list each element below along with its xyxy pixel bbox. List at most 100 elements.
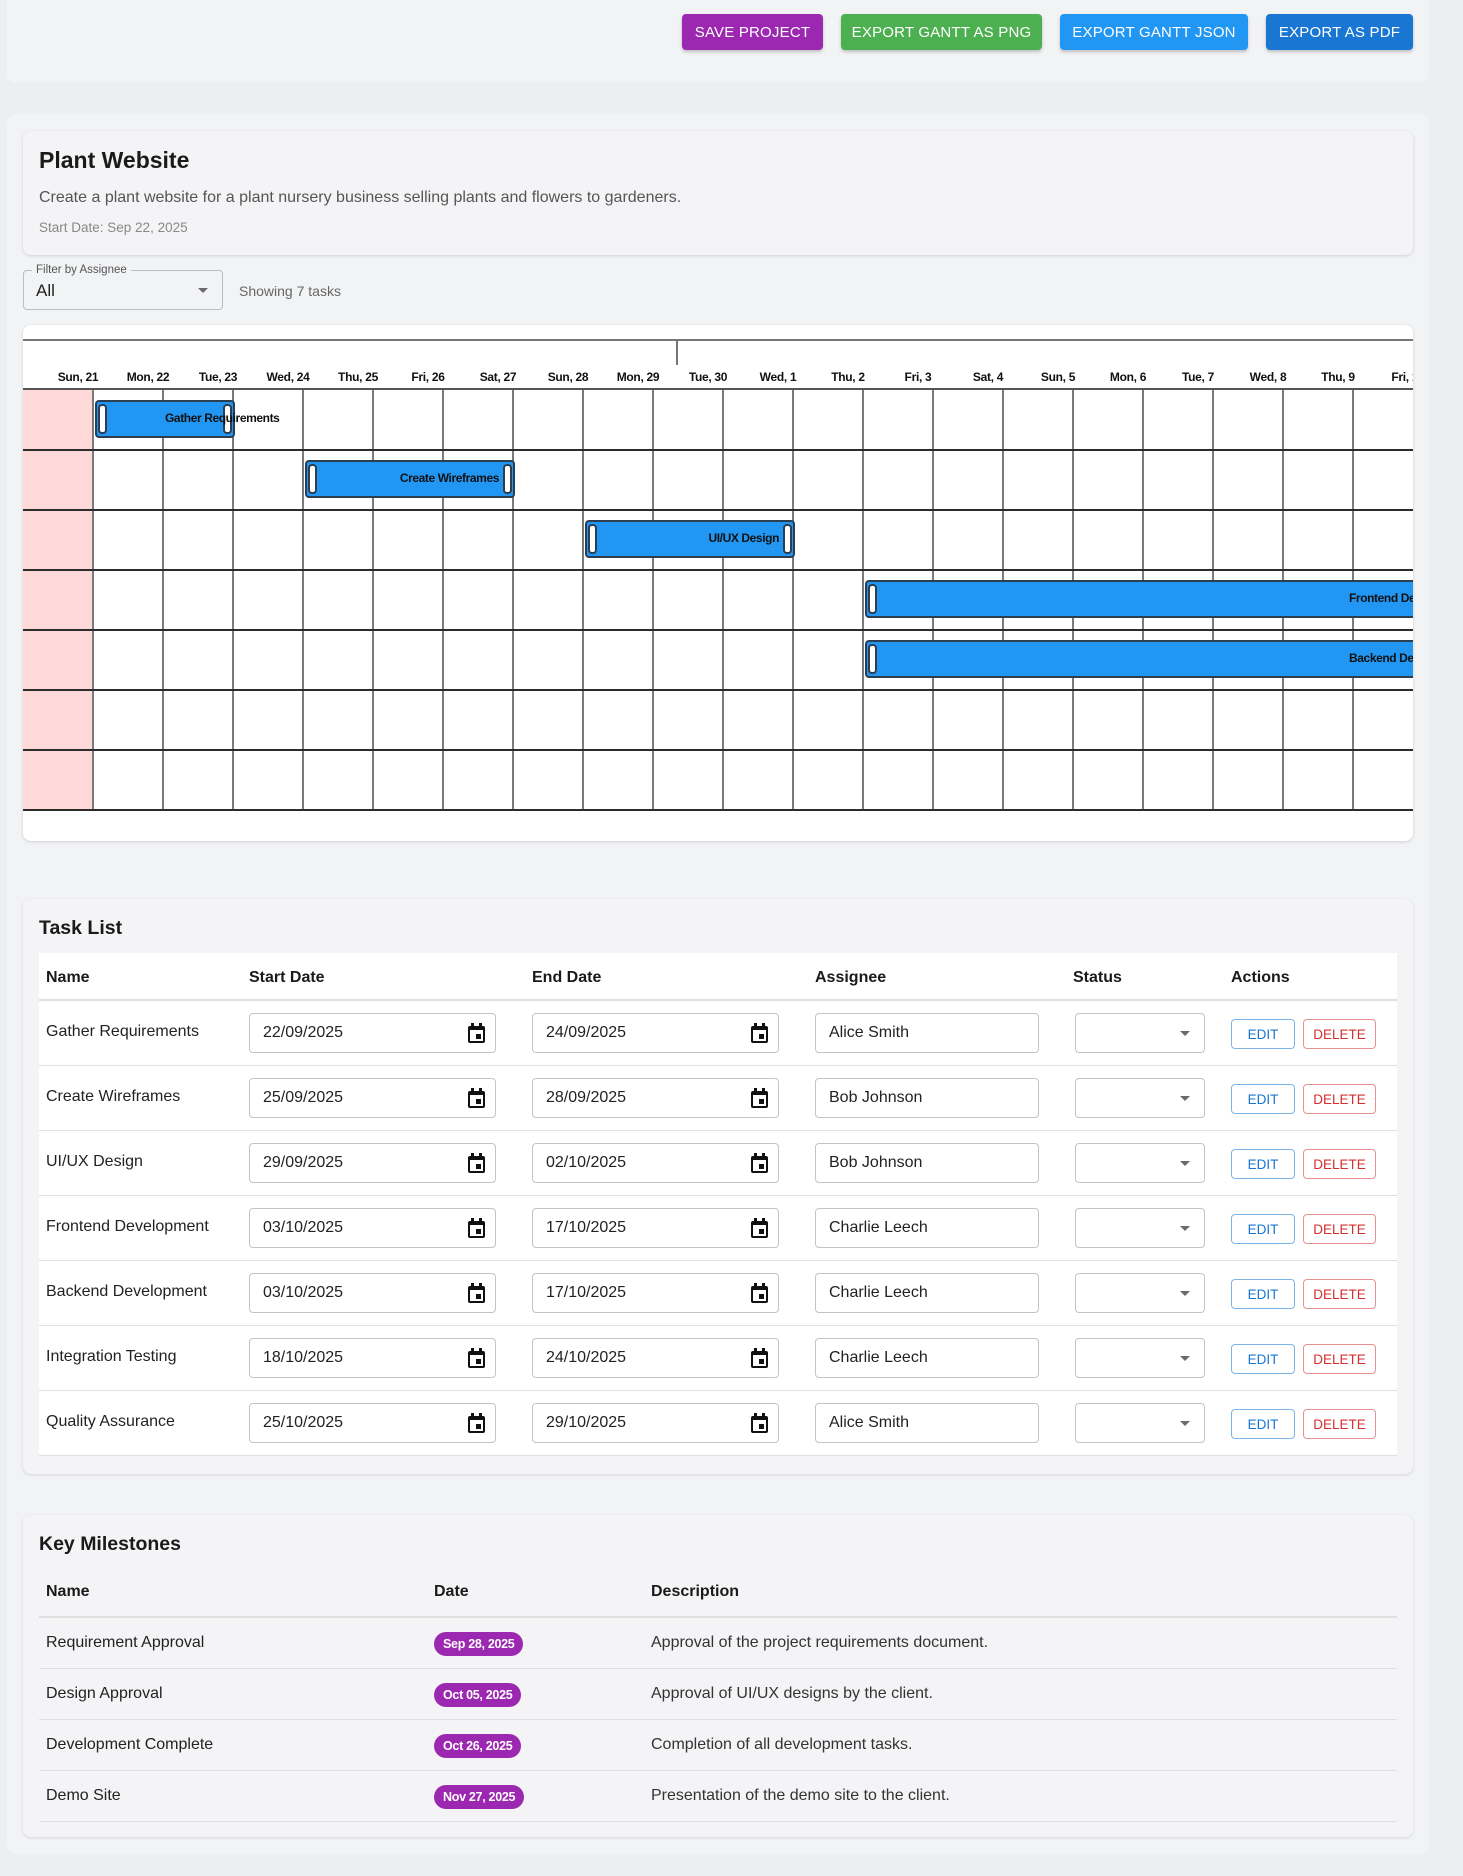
end-date-input[interactable]: 28/09/2025 (532, 1078, 779, 1118)
start-date-input[interactable]: 18/10/2025 (249, 1338, 496, 1378)
calendar-icon-ring (762, 1348, 765, 1352)
assignee-input[interactable]: Bob Johnson (815, 1143, 1039, 1183)
delete-task-button[interactable]: DELETE (1303, 1344, 1376, 1374)
end-date-input[interactable]: 24/09/2025 (532, 1013, 779, 1053)
edit-task-button[interactable]: EDIT (1231, 1344, 1295, 1374)
resize-handle-end[interactable] (783, 524, 792, 554)
calendar-icon-ring (762, 1088, 765, 1092)
save-project-button[interactable]: SAVE PROJECT (682, 14, 823, 50)
milestone-row: Development Complete Oct 26, 2025 Completi… (39, 1720, 1397, 1771)
milestones-title: Key Milestones (39, 1533, 181, 1555)
task-count-text: Showing 7 tasks (239, 283, 341, 299)
status-select[interactable] (1075, 1013, 1205, 1053)
assignee-filter-select[interactable]: Filter by Assignee All (23, 263, 223, 310)
status-select[interactable] (1075, 1338, 1205, 1378)
calendar-icon-dot (759, 1424, 764, 1429)
gantt-task-bar[interactable]: Backend Development (865, 640, 1413, 678)
start-date-input[interactable]: 03/10/2025 (249, 1273, 496, 1313)
resize-handle-start[interactable] (98, 404, 107, 434)
calendar-icon-ring (754, 1348, 757, 1352)
end-date-input[interactable]: 29/10/2025 (532, 1403, 779, 1443)
chevron-down-icon (1180, 1096, 1190, 1101)
delete-task-button[interactable]: DELETE (1303, 1409, 1376, 1439)
resize-handle-start[interactable] (308, 464, 317, 494)
status-select[interactable] (1075, 1403, 1205, 1443)
calendar-icon[interactable] (751, 1348, 768, 1368)
chevron-down-icon (1180, 1291, 1190, 1296)
calendar-icon-ring (754, 1218, 757, 1222)
calendar-icon[interactable] (751, 1283, 768, 1303)
export-gantt-json-button[interactable]: EXPORT GANTT JSON (1060, 14, 1248, 50)
status-select[interactable] (1075, 1143, 1205, 1183)
gantt-bar-label: Gather Requirements (165, 411, 280, 425)
calendar-icon[interactable] (751, 1153, 768, 1173)
assignee-input[interactable]: Charlie Leech (815, 1208, 1039, 1248)
end-date-input[interactable]: 24/10/2025 (532, 1338, 779, 1378)
gantt-task-bar[interactable]: Create Wireframes (305, 460, 515, 498)
calendar-icon[interactable] (468, 1413, 485, 1433)
gantt-viewport[interactable]: Sun, 21 Mon, 22 Tue, 23 Wed, 24 Thu, 25 Fri, … (23, 339, 1413, 817)
task-row: Frontend Development 03/10/2025 17/10/2025… (39, 1196, 1397, 1261)
assignee-input[interactable]: Charlie Leech (815, 1273, 1039, 1313)
col-actions: Actions (1231, 969, 1290, 986)
calendar-icon[interactable] (468, 1283, 485, 1303)
start-date-value: 29/09/2025 (263, 1154, 344, 1171)
assignee-input[interactable]: Alice Smith (815, 1013, 1039, 1053)
edit-task-button[interactable]: EDIT (1231, 1149, 1295, 1179)
status-select[interactable] (1075, 1078, 1205, 1118)
delete-task-button[interactable]: DELETE (1303, 1149, 1376, 1179)
start-date-input[interactable]: 25/10/2025 (249, 1403, 496, 1443)
start-date-input[interactable]: 25/09/2025 (249, 1078, 496, 1118)
resize-handle-end[interactable] (223, 404, 232, 434)
calendar-icon[interactable] (751, 1088, 768, 1108)
assignee-input[interactable]: Bob Johnson (815, 1078, 1039, 1118)
start-date-input[interactable]: 03/10/2025 (249, 1208, 496, 1248)
calendar-icon[interactable] (468, 1153, 485, 1173)
calendar-icon[interactable] (468, 1218, 485, 1238)
edit-task-button[interactable]: EDIT (1231, 1019, 1295, 1049)
delete-task-button[interactable]: DELETE (1303, 1019, 1376, 1049)
edit-task-button[interactable]: EDIT (1231, 1279, 1295, 1309)
assignee-value: Bob Johnson (829, 1089, 923, 1106)
calendar-icon[interactable] (751, 1413, 768, 1433)
gantt-task-bar[interactable]: Frontend Development (865, 580, 1413, 618)
milestone-row: Demo Site Nov 27, 2025 Presentation of the… (39, 1771, 1397, 1822)
calendar-icon[interactable] (751, 1218, 768, 1238)
resize-handle-start[interactable] (868, 644, 877, 674)
chevron-down-icon (1180, 1031, 1190, 1036)
chevron-down-icon (198, 288, 208, 293)
end-date-input[interactable]: 02/10/2025 (532, 1143, 779, 1183)
start-date-input[interactable]: 22/09/2025 (249, 1013, 496, 1053)
delete-task-button[interactable]: DELETE (1303, 1084, 1376, 1114)
gantt-day-label: Mon, 22 (126, 370, 170, 384)
end-date-input[interactable]: 17/10/2025 (532, 1273, 779, 1313)
calendar-icon-body (468, 1351, 485, 1368)
edit-task-button[interactable]: EDIT (1231, 1084, 1295, 1114)
gantt-bar-label: Frontend Development (1349, 591, 1413, 605)
assignee-input[interactable]: Charlie Leech (815, 1338, 1039, 1378)
calendar-icon[interactable] (468, 1023, 485, 1043)
calendar-icon-body (468, 1156, 485, 1173)
project-info-card: Plant Website Create a plant website for… (23, 131, 1413, 255)
gantt-task-bar[interactable]: UI/UX Design (585, 520, 795, 558)
start-date-input[interactable]: 29/09/2025 (249, 1143, 496, 1183)
calendar-icon[interactable] (468, 1088, 485, 1108)
export-gantt-png-button[interactable]: EXPORT GANTT AS PNG (841, 14, 1042, 50)
resize-handle-end[interactable] (503, 464, 512, 494)
export-pdf-button[interactable]: EXPORT AS PDF (1266, 14, 1413, 50)
edit-task-button[interactable]: EDIT (1231, 1214, 1295, 1244)
gantt-task-bar[interactable]: Gather Requirements (95, 400, 280, 438)
resize-handle-start[interactable] (588, 524, 597, 554)
delete-task-button[interactable]: DELETE (1303, 1214, 1376, 1244)
status-select[interactable] (1075, 1208, 1205, 1248)
status-select[interactable] (1075, 1273, 1205, 1313)
calendar-icon[interactable] (751, 1023, 768, 1043)
calendar-icon-ring (479, 1283, 482, 1287)
delete-task-button[interactable]: DELETE (1303, 1279, 1376, 1309)
edit-task-button[interactable]: EDIT (1231, 1409, 1295, 1439)
end-date-input[interactable]: 17/10/2025 (532, 1208, 779, 1248)
calendar-icon[interactable] (468, 1348, 485, 1368)
assignee-input[interactable]: Alice Smith (815, 1403, 1039, 1443)
gantt-grid-column-line (792, 390, 794, 810)
resize-handle-start[interactable] (868, 584, 877, 614)
